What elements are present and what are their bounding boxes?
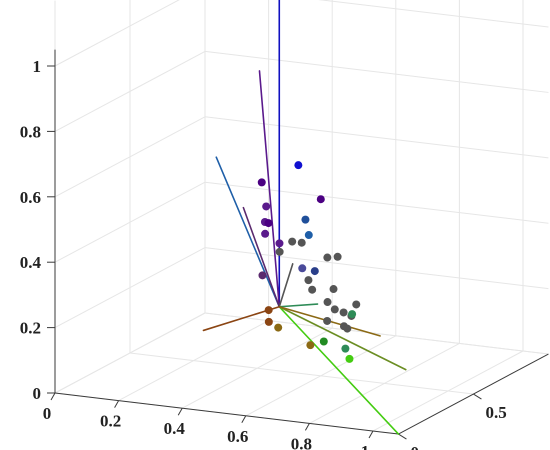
- data-point: [306, 341, 315, 350]
- data-point: [308, 285, 317, 294]
- z-tick-label: 1: [33, 57, 42, 76]
- grid-line: [54, 181, 206, 263]
- data-point: [316, 195, 325, 204]
- data-point: [323, 316, 332, 325]
- x-tick-mark: [368, 430, 374, 439]
- data-point: [261, 229, 270, 238]
- data-points: [257, 161, 361, 363]
- grid-line: [317, 0, 549, 28]
- ray-line: [258, 70, 281, 308]
- x-tick-label: 0: [43, 404, 52, 423]
- z-tick-label: 0.8: [20, 122, 41, 141]
- ray-line: [278, 305, 407, 371]
- x-tick-mark: [114, 400, 120, 408]
- x-tick-mark: [177, 407, 183, 416]
- data-point: [288, 237, 297, 246]
- data-point: [264, 306, 273, 315]
- ray-line: [278, 305, 400, 435]
- x-tick-mark: [304, 423, 310, 431]
- data-point: [274, 323, 283, 332]
- y-tick-label: 0.5: [485, 403, 506, 422]
- x-axis-line: [54, 392, 399, 435]
- data-point: [343, 324, 352, 333]
- z-tick-label: 0.6: [20, 188, 41, 207]
- data-point: [345, 354, 354, 363]
- grid-line: [204, 247, 549, 290]
- tick-labels: 0 0.2 0.4 0.6 0.8 1 0 0.5 0 0.2 0.4 0.6 0.8 1: [20, 57, 507, 450]
- x-tick-label: 0.8: [291, 434, 312, 450]
- grid-line: [204, 116, 549, 159]
- ray-line: [242, 206, 281, 308]
- data-point: [333, 252, 342, 261]
- data-point: [257, 178, 266, 187]
- data-point: [301, 215, 310, 224]
- y-tick-mark: [473, 393, 482, 400]
- grid-line: [54, 50, 206, 132]
- grid-line: [54, 247, 206, 329]
- data-point: [258, 271, 267, 280]
- data-point: [339, 308, 348, 317]
- data-point: [352, 300, 361, 309]
- axes: [47, 49, 549, 440]
- data-point: [264, 317, 273, 326]
- data-point: [298, 264, 307, 273]
- z-tick-label: 0.2: [20, 319, 41, 338]
- data-point: [297, 238, 306, 247]
- grid-line: [54, 0, 180, 67]
- data-point: [294, 161, 303, 170]
- ray-line: [215, 156, 281, 308]
- ray-line: [278, 303, 319, 308]
- grid-line: [204, 181, 549, 224]
- data-point: [341, 344, 350, 353]
- x-tick-label: 1: [361, 442, 370, 450]
- data-point: [310, 267, 319, 276]
- data-point: [304, 231, 313, 240]
- grid: [54, 0, 549, 435]
- data-point: [262, 202, 271, 211]
- ray-line: [278, 263, 294, 308]
- data-point: [319, 337, 328, 346]
- data-point: [323, 298, 332, 307]
- y-tick-label: 0: [410, 443, 419, 450]
- data-point: [275, 247, 284, 256]
- data-point: [275, 239, 284, 248]
- z-tick-label: 0.4: [20, 253, 42, 272]
- data-point: [329, 285, 338, 294]
- x-tick-mark: [50, 392, 56, 401]
- x-tick-label: 0.2: [100, 412, 121, 431]
- z-tick-label: 0: [33, 384, 42, 403]
- data-point: [348, 310, 357, 319]
- data-point: [304, 276, 313, 285]
- data-point: [330, 305, 339, 314]
- grid-line: [129, 352, 474, 395]
- y-tick-mark: [398, 433, 407, 440]
- x-tick-label: 0.4: [164, 419, 186, 438]
- grid-line: [54, 116, 206, 198]
- grid-line: [204, 312, 549, 355]
- x-tick-mark: [241, 415, 247, 424]
- data-point: [323, 253, 332, 262]
- data-point: [264, 219, 273, 228]
- grid-line: [204, 50, 549, 93]
- x-tick-label: 0.6: [227, 427, 248, 446]
